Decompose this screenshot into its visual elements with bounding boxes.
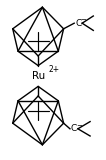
Text: 2+: 2+ [49, 65, 60, 74]
Text: C: C [75, 19, 81, 28]
Text: −: − [76, 123, 82, 129]
Text: −: − [80, 17, 86, 23]
Text: Ru: Ru [31, 71, 45, 81]
Text: C: C [71, 124, 77, 133]
